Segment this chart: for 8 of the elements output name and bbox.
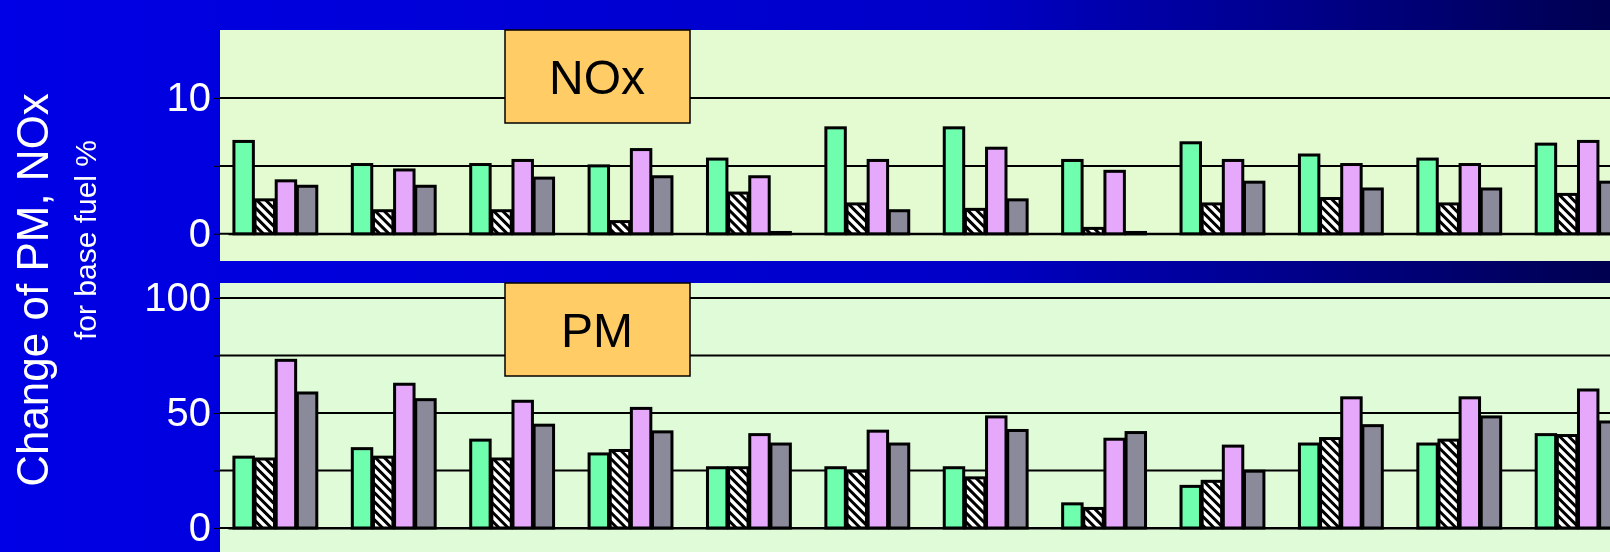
chart-title: PM [561,304,633,357]
y-tick-label: 0 [188,505,211,550]
y-tick-label: 50 [166,390,211,435]
y-axis-title: Change of PM, NOx for base fuel % [8,93,102,487]
chart-title: NOx [549,51,645,104]
y-tick-label: 0 [188,211,211,256]
y-tick-label: 10 [166,75,211,120]
y-tick-label: 100 [144,275,211,320]
